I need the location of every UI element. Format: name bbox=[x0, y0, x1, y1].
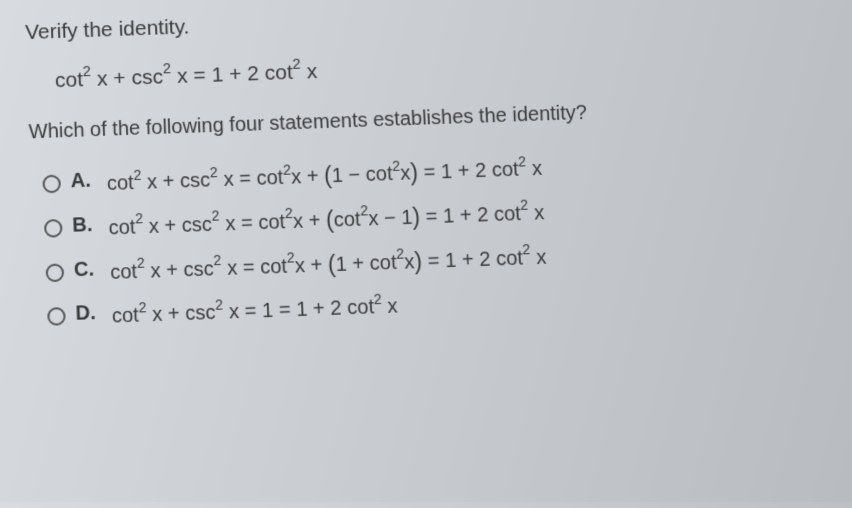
option-label: A. bbox=[70, 169, 93, 193]
option-label: C. bbox=[74, 258, 97, 282]
radio-icon[interactable] bbox=[47, 307, 66, 326]
option-text: cot2 x + csc2 x = cot2x + (1 − cot2x) = … bbox=[106, 143, 838, 197]
option-text: cot2 x + csc2 x = cot2x + (cot2x − 1) = … bbox=[108, 187, 841, 241]
identity-expression: cot2 x + csc2 x = 1 + 2 cot2 x bbox=[54, 37, 832, 97]
option-label: D. bbox=[75, 302, 98, 326]
option-text: cot2 x + csc2 x = cot2x + (1 + cot2x) = … bbox=[110, 232, 843, 286]
option-text: cot2 x + csc2 x = 1 = 1 + 2 cot2 x bbox=[111, 276, 845, 329]
radio-icon[interactable] bbox=[45, 263, 64, 282]
option-label: B. bbox=[72, 214, 95, 238]
radio-icon[interactable] bbox=[42, 175, 61, 194]
radio-icon[interactable] bbox=[44, 219, 63, 238]
option-d-row[interactable]: D. cot2 x + csc2 x = 1 = 1 + 2 cot2 x bbox=[47, 276, 846, 331]
question-text: Which of the following four statements e… bbox=[28, 89, 835, 147]
